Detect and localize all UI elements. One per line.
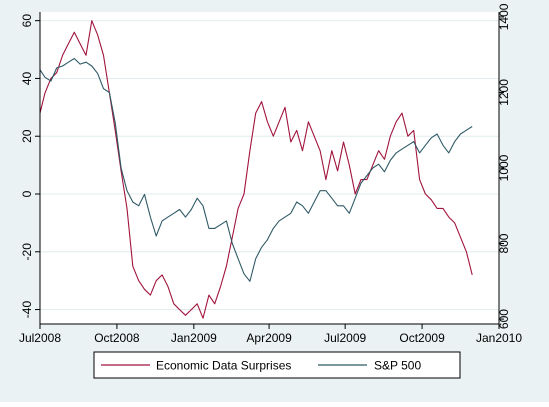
y-right-tick-label: 800 [497, 233, 511, 253]
y-right-tick-label: 1200 [497, 79, 511, 106]
x-tick-label: Jul2009 [324, 331, 366, 345]
x-tick-label: Oct2009 [399, 331, 445, 345]
legend-label-sp500: S&P 500 [374, 359, 421, 373]
legend: Economic Data Surprises S&P 500 [93, 351, 461, 379]
tick-layer: -40 -20 0 20 40 60 600 800 1000 1200 1400 Jul2008 Oc… [19, 3, 522, 345]
x-tick-label: Oct2008 [94, 331, 140, 345]
series-layer [39, 20, 473, 319]
y-right-tick-label: 1400 [497, 3, 511, 30]
plot-area [40, 12, 499, 324]
x-tick-label: Jan2010 [476, 331, 522, 345]
y-left-tick-label: -40 [20, 301, 34, 319]
y-right-tick-label: 600 [497, 309, 511, 329]
y-right-tick-label: 1000 [497, 154, 511, 181]
y-left-tick-label: 20 [20, 129, 34, 143]
series-line-sp500 [39, 57, 473, 282]
x-tick-label: Jan2009 [171, 331, 217, 345]
y-left-tick-label: 40 [20, 71, 34, 85]
legend-label-surprises: Economic Data Surprises [156, 359, 291, 373]
y-left-tick-label: -20 [20, 243, 34, 261]
x-tick-label: Jul2008 [19, 331, 61, 345]
x-tick-label: Apr2009 [246, 331, 292, 345]
y-left-tick-label: 0 [20, 190, 34, 197]
y-left-tick-label: 60 [20, 14, 34, 28]
legend-box [93, 351, 461, 379]
